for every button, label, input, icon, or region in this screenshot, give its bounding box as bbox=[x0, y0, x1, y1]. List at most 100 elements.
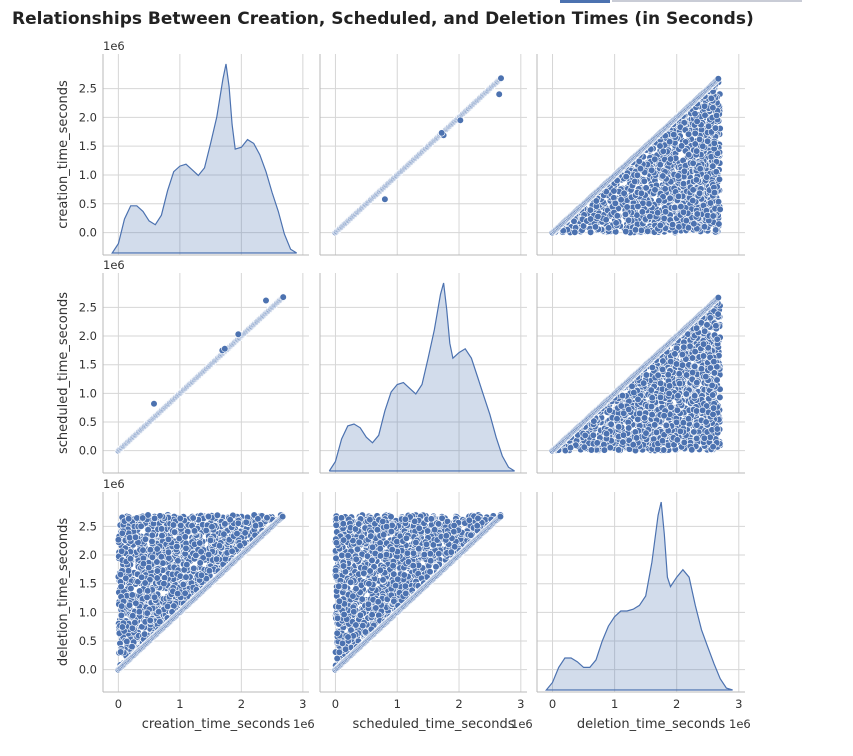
scatter-point bbox=[647, 386, 655, 394]
scatter-point bbox=[654, 209, 662, 217]
chart-title: Relationships Between Creation, Schedule… bbox=[12, 9, 754, 29]
y-tick-label: 2.5 bbox=[79, 82, 97, 96]
scatter-point bbox=[691, 392, 699, 400]
scatter-point bbox=[654, 371, 662, 379]
y-tick-label: 1.0 bbox=[79, 168, 97, 182]
scatter-point bbox=[279, 293, 287, 301]
scatter-point bbox=[706, 199, 715, 207]
scatter-point bbox=[693, 117, 701, 125]
scatter-point bbox=[633, 171, 642, 179]
scatter-point bbox=[566, 444, 575, 452]
scatter-point bbox=[709, 391, 717, 399]
scatter-point bbox=[670, 131, 678, 139]
scatter-point bbox=[693, 379, 701, 387]
scatter-point bbox=[656, 221, 664, 229]
scatter-point bbox=[129, 612, 137, 620]
scatter-point bbox=[695, 135, 704, 143]
scatter-point bbox=[642, 429, 650, 437]
scatter-point bbox=[691, 348, 699, 356]
scatter-point bbox=[642, 371, 651, 379]
scatter-point bbox=[179, 580, 187, 589]
scatter-point bbox=[615, 423, 623, 431]
scatter-point bbox=[630, 389, 638, 397]
top-decoration-bar bbox=[560, 0, 610, 3]
scatter-point bbox=[656, 161, 664, 169]
scatter-point bbox=[160, 579, 168, 588]
scatter-point bbox=[602, 430, 611, 438]
scatter-point bbox=[666, 155, 675, 163]
scatter-point bbox=[688, 368, 697, 377]
scatter-point bbox=[176, 514, 184, 523]
scatter-point bbox=[646, 212, 654, 221]
scatter-point bbox=[242, 518, 250, 526]
scatter-point bbox=[674, 172, 682, 180]
scatter-point bbox=[712, 111, 721, 120]
scatter-point bbox=[602, 216, 610, 224]
y-tick-label: 1.5 bbox=[79, 139, 97, 153]
y-tick-label: 2.0 bbox=[79, 329, 97, 343]
scatter-point bbox=[689, 159, 697, 167]
scatter-point bbox=[165, 554, 173, 562]
scatter-point bbox=[196, 559, 204, 567]
scatter-point bbox=[668, 221, 677, 229]
scatter-point bbox=[674, 392, 682, 400]
scatter-point bbox=[689, 186, 697, 194]
scatter-point bbox=[117, 582, 125, 591]
scatter-point bbox=[697, 365, 706, 373]
scatter-point bbox=[682, 371, 691, 379]
y-tick-label: 0.5 bbox=[79, 415, 97, 429]
scatter-scheduled_time_seconds-vs-deletion_time_seconds bbox=[548, 294, 724, 455]
scatter-point bbox=[634, 202, 642, 210]
scatter-point bbox=[124, 567, 133, 575]
scatter-point bbox=[131, 618, 139, 627]
scatter-point bbox=[707, 94, 715, 102]
scatter-point bbox=[586, 228, 595, 236]
scatter-point bbox=[221, 345, 229, 353]
scatter-point bbox=[495, 90, 503, 98]
scatter-point bbox=[581, 431, 589, 440]
scatter-point bbox=[580, 443, 588, 451]
scatter-point bbox=[587, 446, 596, 454]
scatter-point bbox=[637, 226, 646, 234]
scatter-point bbox=[631, 428, 639, 436]
scatter-point bbox=[692, 407, 701, 415]
scatter-point bbox=[671, 203, 679, 212]
scatter-point bbox=[680, 167, 689, 175]
scatter-point bbox=[712, 226, 720, 234]
scatter-point bbox=[621, 210, 630, 218]
scatter-point bbox=[713, 376, 721, 384]
scatter-point bbox=[662, 421, 670, 430]
scatter-point bbox=[619, 431, 628, 439]
y-tick-label: 1.5 bbox=[79, 358, 97, 372]
scatter-point bbox=[497, 74, 505, 82]
scatter-point bbox=[660, 214, 668, 223]
scatter-point bbox=[702, 373, 710, 381]
scatter-point bbox=[215, 542, 224, 550]
scatter-point bbox=[706, 433, 714, 441]
scatter-point bbox=[686, 342, 694, 350]
scatter-point bbox=[659, 172, 667, 180]
scatter-point bbox=[593, 439, 601, 447]
scatter-point bbox=[701, 111, 709, 119]
scatter-point bbox=[704, 122, 713, 130]
scatter-point bbox=[613, 415, 621, 423]
scatter-point bbox=[438, 129, 446, 137]
scatter-point bbox=[456, 116, 464, 124]
scatter-point bbox=[712, 322, 720, 330]
scatter-point bbox=[189, 514, 197, 522]
scatter-point bbox=[676, 427, 685, 436]
scatter-point bbox=[661, 208, 670, 216]
scatter-point bbox=[709, 443, 717, 451]
scatter-point bbox=[586, 215, 595, 223]
scatter-point bbox=[655, 197, 663, 205]
scatter-point bbox=[684, 130, 693, 138]
scatter-deletion_time_seconds-vs-creation_time_seconds bbox=[114, 511, 287, 674]
scatter-point bbox=[144, 587, 152, 595]
scatter-point bbox=[642, 184, 650, 192]
scatter-point bbox=[625, 424, 633, 432]
scatter-point bbox=[632, 434, 641, 442]
scatter-point bbox=[652, 428, 661, 437]
scatter-point bbox=[709, 212, 717, 220]
scatter-point bbox=[658, 365, 667, 374]
